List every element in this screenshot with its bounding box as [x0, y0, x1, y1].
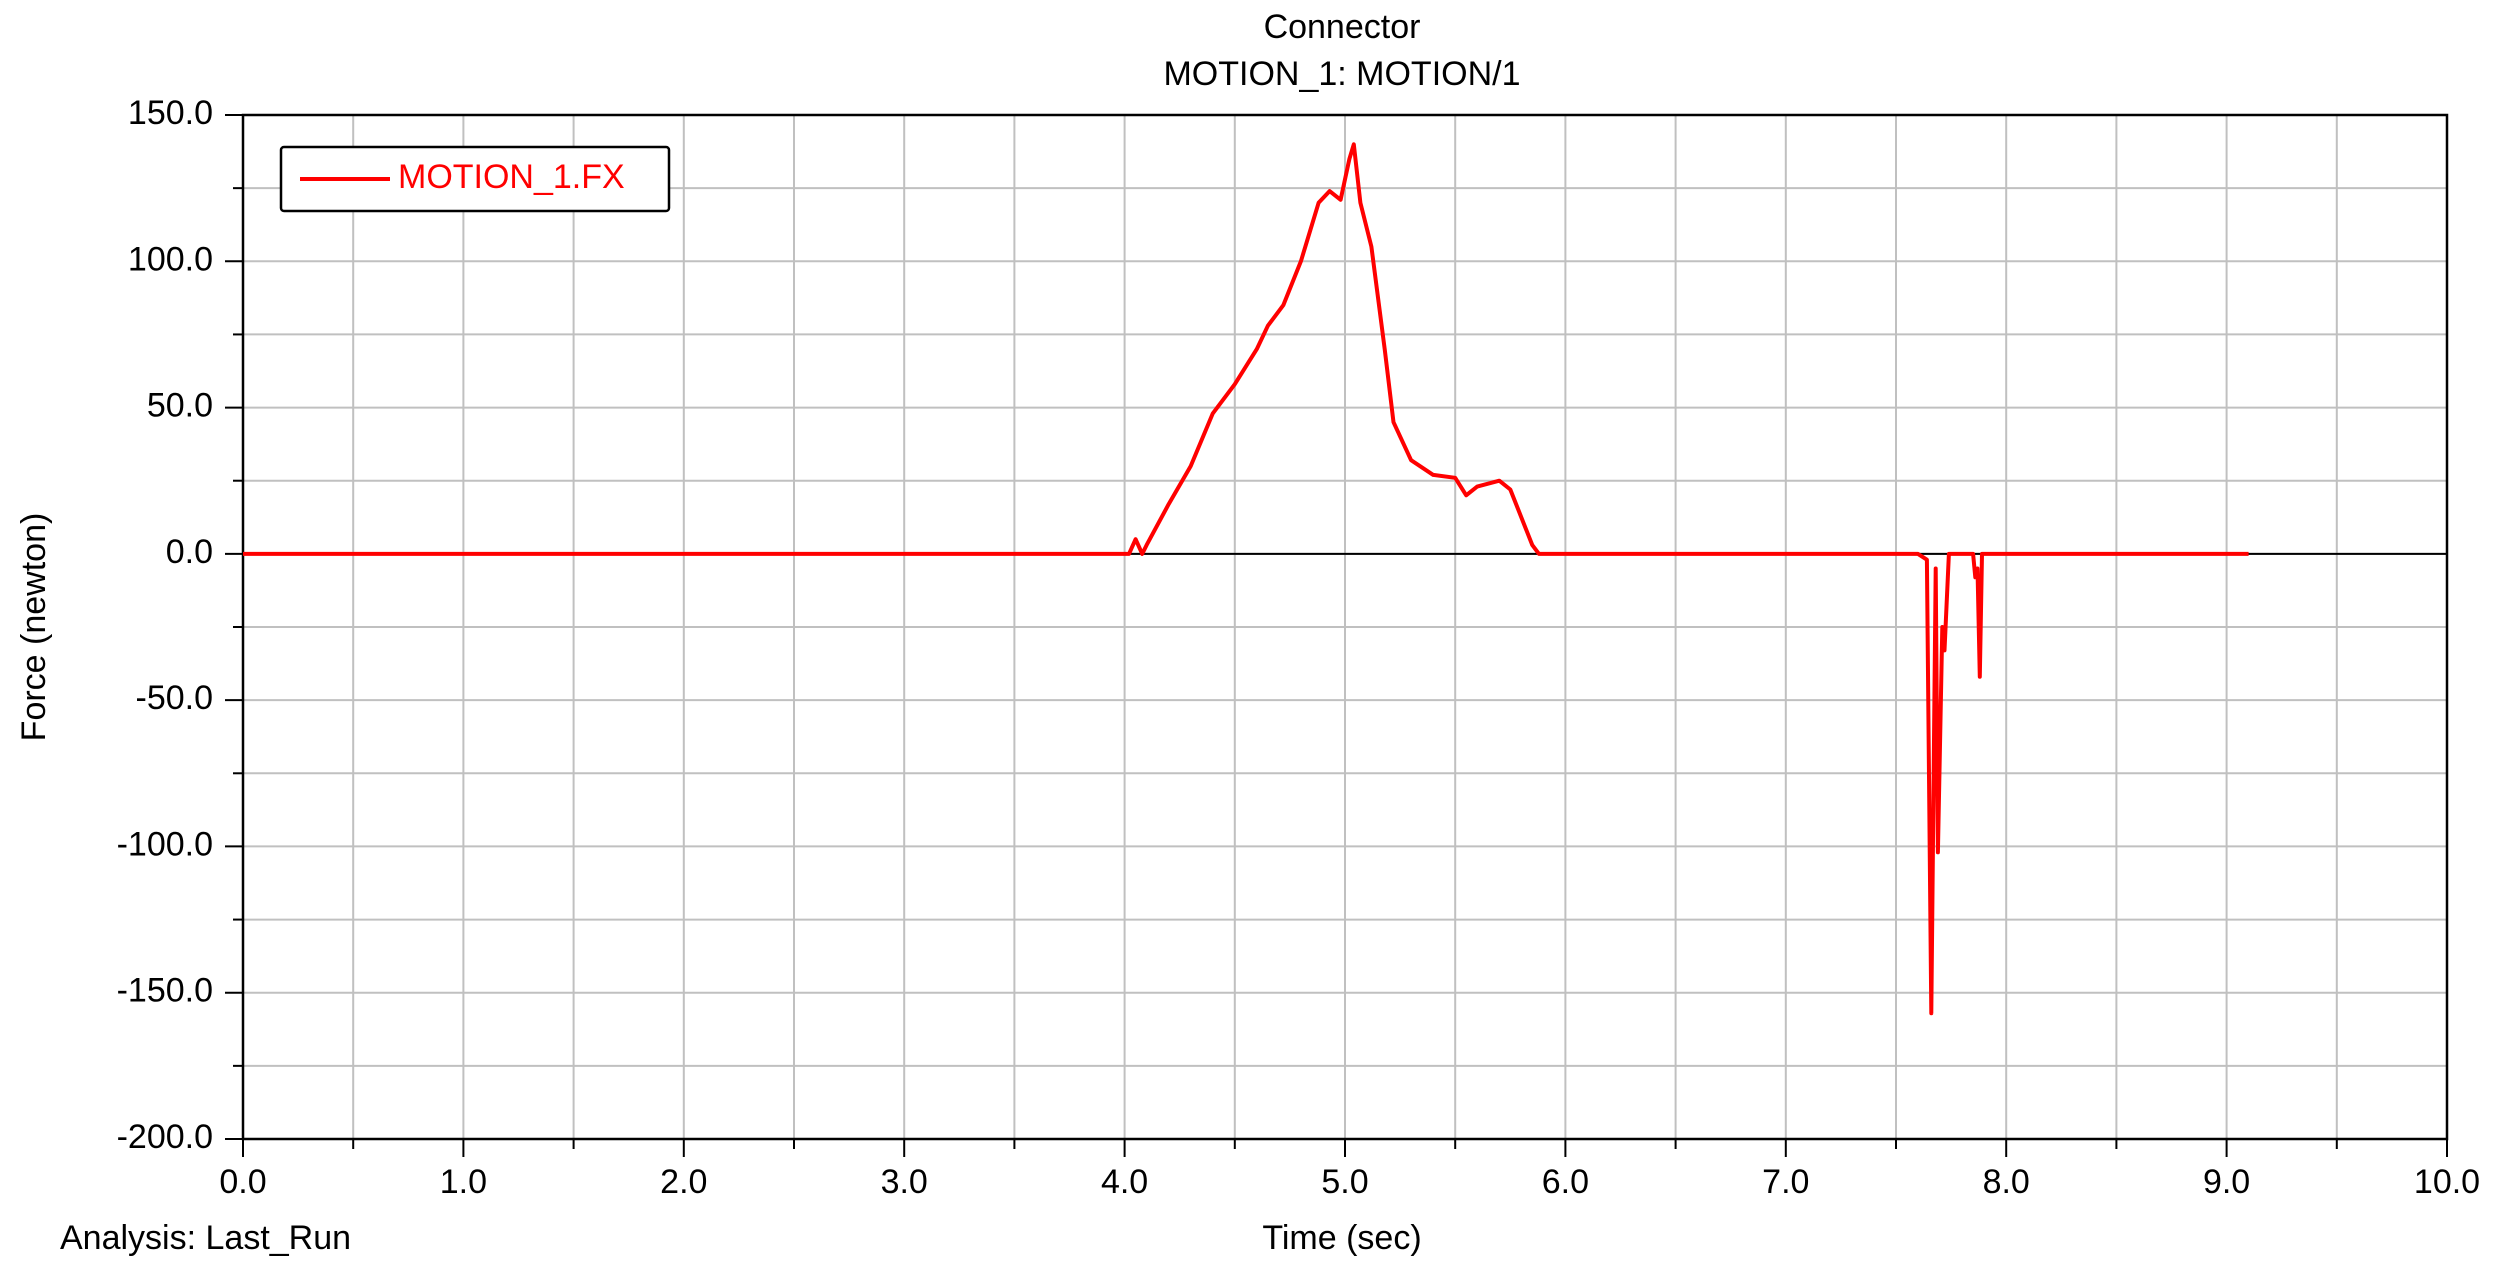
y-tick-label: -50.0 — [136, 679, 214, 717]
x-tick-label: 10.0 — [2414, 1163, 2480, 1201]
x-tick-label: 2.0 — [660, 1163, 707, 1201]
x-tick-label: 5.0 — [1321, 1163, 1368, 1201]
y-tick-label: 100.0 — [128, 240, 213, 278]
y-tick-label: -150.0 — [117, 972, 213, 1010]
y-tick-label: 0.0 — [166, 533, 213, 571]
x-axis-label: Time (sec) — [1262, 1219, 1421, 1257]
y-axis-label: Force (newton) — [15, 513, 53, 742]
data-line — [243, 142, 2249, 1016]
x-tick-label: 3.0 — [881, 1163, 928, 1201]
legend-label: MOTION_1.FX — [398, 158, 625, 196]
y-tick-label: -200.0 — [117, 1118, 213, 1156]
legend: MOTION_1.FX — [279, 145, 671, 213]
legend-box — [279, 145, 671, 213]
x-tick-label: 7.0 — [1762, 1163, 1809, 1201]
annotation: Analysis: Last_Run — [60, 1219, 351, 1257]
chart-title: Connector — [1264, 8, 1421, 46]
chart-subtitle: MOTION_1: MOTION/1 — [1163, 55, 1520, 93]
y-tick-label: 50.0 — [147, 387, 213, 425]
y-tick-label: 150.0 — [128, 94, 213, 132]
x-tick-label: 9.0 — [2203, 1163, 2250, 1201]
x-tick-label: 6.0 — [1542, 1163, 1589, 1201]
x-tick-label: 1.0 — [440, 1163, 487, 1201]
x-tick-label: 4.0 — [1101, 1163, 1148, 1201]
x-tick-label: 8.0 — [1983, 1163, 2030, 1201]
x-tick-label: 0.0 — [219, 1163, 266, 1201]
y-tick-label: -100.0 — [117, 825, 213, 863]
plot-frame — [241, 113, 2449, 1141]
